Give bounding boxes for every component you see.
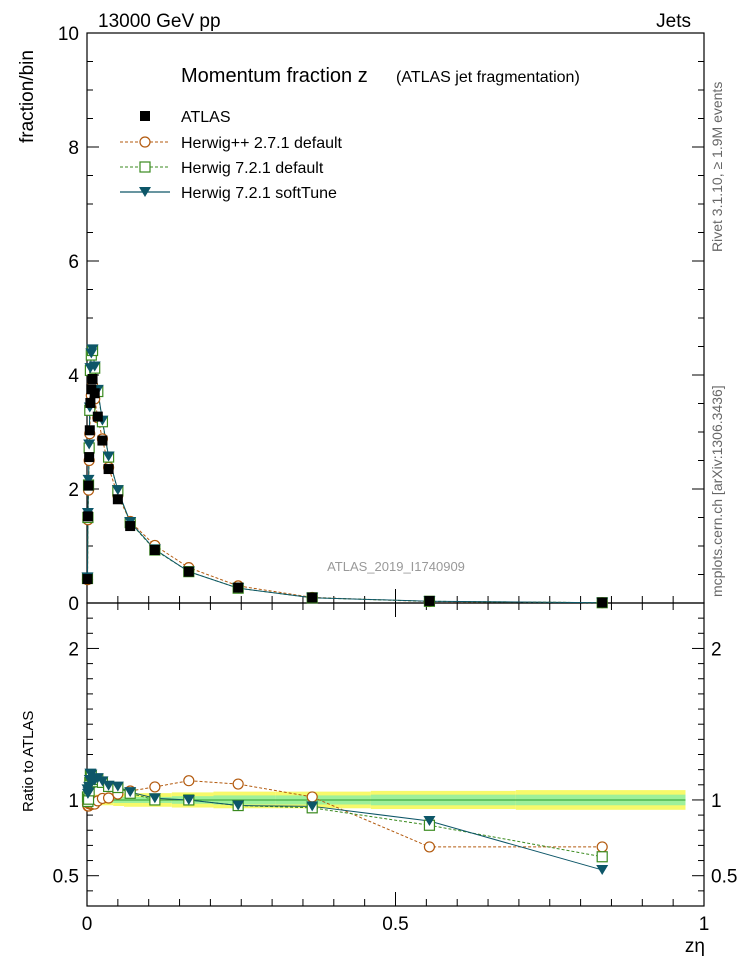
ratio-plot-frame — [86, 602, 705, 907]
main-plot-frame — [86, 32, 705, 604]
ratio-tick-label-right: 0.5 — [711, 867, 737, 888]
ratio-tick-label-left: 0.5 — [53, 867, 79, 888]
legend-marker-square-filled — [140, 111, 150, 121]
ratio-point — [596, 851, 608, 863]
ratio-point — [423, 841, 436, 853]
legend-item-atlas: ATLAS — [140, 109, 231, 126]
main-point — [102, 451, 115, 462]
main-point — [183, 566, 194, 577]
main-point — [87, 373, 98, 384]
legend-marker-triangle-down — [139, 187, 151, 197]
main-point — [83, 439, 96, 450]
ratio-point — [124, 787, 137, 798]
tick-labels: 0 2 4 6 8 10 0 0.5 1 0.5 0.5 1 1 2 2 — [53, 24, 738, 935]
ratio-point — [423, 816, 436, 827]
y-tick-label: 0 — [68, 594, 79, 615]
y-tick-label: 2 — [68, 480, 79, 501]
main-point — [84, 452, 95, 463]
jets-label: Jets — [656, 11, 691, 32]
data-marks — [81, 344, 609, 875]
main-point — [89, 388, 100, 399]
main-point — [97, 435, 108, 446]
plot-title: Momentum fraction z — [181, 65, 368, 87]
main-point — [86, 344, 99, 355]
ratio-tick-label-left: 1 — [68, 791, 79, 812]
main-series-line — [86, 385, 603, 604]
y-axis-label: fraction/bin — [17, 50, 38, 143]
legend-label-atlas: ATLAS — [181, 109, 231, 126]
legend-item-h7default: Herwig 7.2.1 default — [120, 160, 324, 177]
legend-label-herwigpp: Herwig++ 2.7.1 default — [181, 135, 343, 152]
ratio-point — [306, 801, 319, 812]
main-point — [424, 595, 435, 606]
ratio-point — [232, 800, 245, 811]
energy-label: 13000 GeV pp — [98, 11, 221, 32]
main-point — [82, 511, 93, 522]
legend-item-h7softtune: Herwig 7.2.1 softTune — [120, 185, 337, 202]
main-point — [82, 574, 93, 585]
legend-item-herwigpp: Herwig++ 2.7.1 default — [120, 135, 343, 152]
ratio-point — [102, 792, 115, 804]
mcplots-label: mcplots.cern.ch [arXiv:1306.3436] — [709, 385, 725, 597]
ratio-point — [83, 781, 96, 792]
main-point — [83, 480, 94, 491]
x-tick-label: 0 — [82, 914, 93, 935]
legend-label-h7softtune: Herwig 7.2.1 softTune — [181, 185, 337, 202]
legend-marker-circle-open — [139, 136, 151, 148]
y-tick-label: 6 — [68, 252, 79, 273]
main-point — [233, 582, 244, 593]
main-point — [88, 361, 101, 372]
x-tick-label: 1 — [699, 914, 710, 935]
main-point — [597, 597, 608, 608]
ratio-series-line — [86, 772, 603, 871]
main-point — [125, 521, 136, 532]
ratio-point — [232, 778, 244, 790]
ratio-series-line — [86, 774, 603, 858]
main-point — [92, 411, 103, 422]
ratio-point — [111, 781, 124, 792]
x-axis-label: zη — [685, 936, 705, 957]
ratio-point — [149, 781, 161, 793]
main-point — [82, 474, 95, 485]
ratio-point — [183, 775, 195, 787]
ratio-point — [182, 794, 195, 805]
legend-marker-square-open — [139, 161, 151, 173]
y-tick-label: 10 — [58, 24, 79, 45]
main-point — [84, 425, 95, 436]
ratio-axis-label: Ratio to ATLAS — [20, 711, 37, 812]
analysis-watermark: ATLAS_2019_I1740909 — [327, 559, 465, 574]
y-tick-label: 4 — [68, 366, 79, 387]
main-point — [149, 544, 160, 555]
legend-label-h7default: Herwig 7.2.1 default — [181, 160, 324, 177]
main-point — [307, 592, 318, 603]
ratio-point — [82, 787, 95, 798]
main-point — [111, 485, 124, 496]
ratio-point — [102, 780, 115, 791]
rivet-label: Rivet 3.1.10, ≥ 1.9M events — [709, 82, 725, 252]
main-point — [103, 464, 114, 475]
ratio-tick-label-right: 2 — [711, 639, 722, 660]
ratio-tick-label-right: 1 — [711, 791, 722, 812]
ratio-point — [596, 864, 609, 875]
ratio-point — [596, 841, 608, 853]
ratio-series-line — [87, 780, 603, 848]
y-tick-label: 8 — [68, 138, 79, 159]
axes-ticks — [86, 32, 705, 906]
ratio-point — [85, 769, 98, 780]
ratio-point — [148, 793, 161, 804]
plot-subtitle: (ATLAS jet fragmentation) — [396, 69, 580, 86]
ratio-point — [96, 776, 109, 787]
main-point — [112, 494, 123, 505]
main-point — [85, 397, 96, 408]
x-tick-label: 0.5 — [382, 914, 408, 935]
ratio-point — [306, 791, 318, 803]
ratio-tick-label-left: 2 — [68, 639, 79, 660]
legend: ATLAS Herwig++ 2.7.1 default Herwig 7.2.… — [120, 109, 343, 202]
